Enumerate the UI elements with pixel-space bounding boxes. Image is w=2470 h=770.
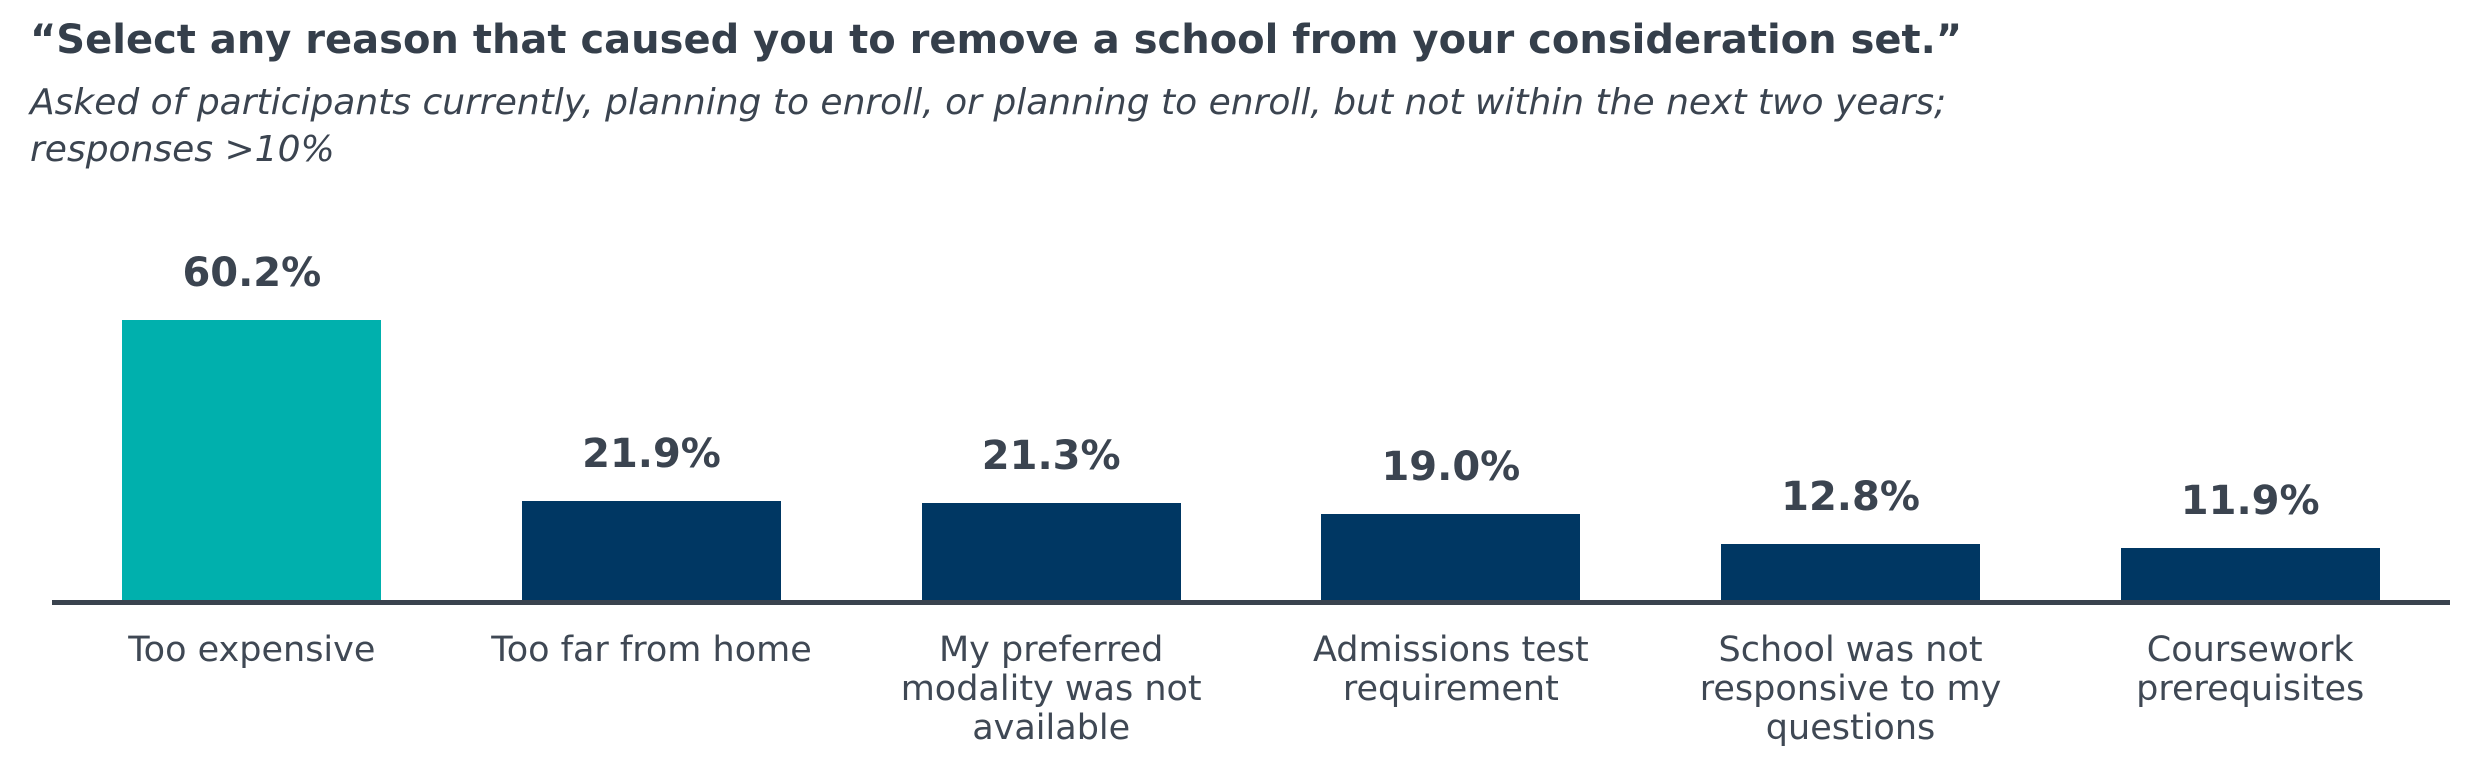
bar-3 [917,498,1185,600]
bar-chart: 60.2% 21.9% 21.3% 19.0% 12.8% 11.9% Too expen… [52,240,2450,749]
bar-5 [1717,539,1985,600]
bar-value-label-2: 21.9% [582,430,721,477]
bar-value-label-1: 60.2% [182,249,322,296]
bar-category-label-3: My preferred modality was not available [900,629,1202,748]
bar-1 [118,315,386,600]
bar-group-4: 19.0% [1251,444,1651,600]
bar-category-label-4: Admissions test requirement [1312,629,1589,709]
bar-group-3: 21.3% [851,433,1251,600]
bar-group-5: 12.8% [1651,474,2051,600]
plot-area: 60.2% 21.9% 21.3% 19.0% 12.8% 11.9% [52,240,2450,605]
bar-value-label-6: 11.9% [2180,477,2320,524]
bar-group-6: 11.9% [2050,478,2450,600]
chart-title: “Select any reason that caused you to re… [30,17,1963,63]
bar-6 [2116,543,2384,600]
chart-subtitle: Asked of participants currently, plannin… [30,82,1947,170]
bar-value-label-5: 12.8% [1781,473,1920,520]
bar-value-label-3: 21.3% [981,432,1121,479]
bar-category-label-1: Too expensive [128,629,376,670]
bar-2 [518,496,785,600]
bar-category-label-5: School was not responsive to my question… [1699,629,2002,748]
bar-group-1: 60.2% [52,250,452,600]
bar-category-label-2: Too far from home [491,629,812,670]
bar-group-2: 21.9% [452,431,852,600]
bar-value-label-4: 19.0% [1381,443,1521,490]
bar-category-label-6: Coursework prerequisites [2136,629,2365,709]
bar-4 [1317,509,1585,600]
category-axis-labels: Too expensive Too far from home My preferr… [52,629,2450,749]
